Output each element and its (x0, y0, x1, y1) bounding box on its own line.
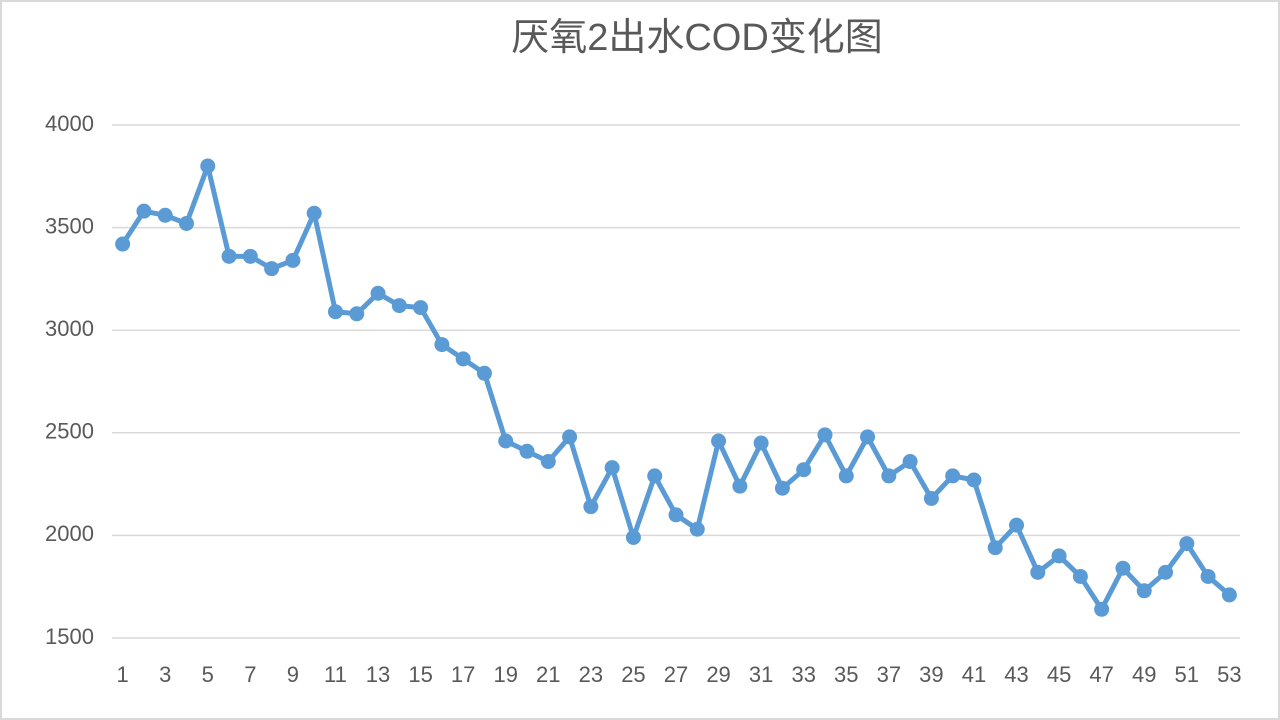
x-tick-label: 9 (287, 662, 299, 687)
x-tick-label: 17 (451, 662, 475, 687)
data-point (285, 252, 301, 268)
x-tick-label: 1 (117, 662, 129, 687)
data-point (1030, 564, 1046, 580)
data-point (434, 337, 450, 353)
data-point (774, 480, 790, 496)
data-point (583, 499, 599, 515)
x-tick-label: 11 (324, 662, 347, 687)
data-point (923, 490, 939, 506)
data-point (732, 478, 748, 494)
data-point (242, 248, 258, 264)
data-point (668, 507, 684, 523)
data-point (604, 460, 620, 476)
data-point (647, 468, 663, 484)
data-point (987, 540, 1003, 556)
x-tick-label: 25 (621, 662, 645, 687)
data-point (1072, 568, 1088, 584)
data-point (1200, 568, 1216, 584)
data-point (753, 435, 769, 451)
x-tick-label: 27 (664, 662, 688, 687)
x-tick-label: 19 (493, 662, 517, 687)
x-tick-label: 45 (1047, 662, 1071, 687)
data-point (413, 300, 429, 316)
y-tick-label: 2000 (45, 521, 94, 546)
data-point (157, 207, 173, 223)
chart-title: 厌氧2出水COD变化图 (511, 17, 883, 59)
data-point (1115, 560, 1131, 576)
x-tick-label: 3 (159, 662, 171, 687)
x-tick-label: 37 (877, 662, 901, 687)
data-point (178, 215, 194, 231)
x-tick-label: 5 (202, 662, 214, 687)
x-tick-label: 23 (579, 662, 603, 687)
x-tick-label: 31 (749, 662, 773, 687)
data-point (689, 521, 705, 537)
data-point (1009, 517, 1025, 533)
data-point (391, 298, 407, 314)
data-point (881, 468, 897, 484)
x-tick-label: 41 (962, 662, 986, 687)
data-point (455, 351, 471, 367)
x-tick-label: 29 (706, 662, 730, 687)
data-point (327, 304, 343, 320)
data-point (136, 203, 152, 219)
y-tick-label: 3500 (45, 213, 94, 238)
x-tick-label: 33 (791, 662, 815, 687)
data-point (349, 306, 365, 322)
data-point (817, 427, 833, 443)
x-tick-label: 35 (834, 662, 858, 687)
data-point (902, 454, 918, 470)
x-tick-label: 13 (366, 662, 390, 687)
data-point (1136, 583, 1152, 599)
data-point (221, 248, 237, 264)
x-tick-label: 15 (408, 662, 432, 687)
data-point (115, 236, 131, 252)
x-tick-label: 21 (536, 662, 560, 687)
data-point (1179, 536, 1195, 552)
y-tick-label: 2500 (45, 419, 94, 444)
data-point (1051, 548, 1067, 564)
data-point (966, 472, 982, 488)
data-point (860, 429, 876, 445)
data-point (476, 365, 492, 381)
data-point (838, 468, 854, 484)
data-point (306, 205, 322, 221)
data-point (498, 433, 514, 449)
x-tick-label: 43 (1004, 662, 1028, 687)
data-point (796, 462, 812, 478)
x-tick-label: 39 (919, 662, 943, 687)
data-point (625, 529, 641, 545)
x-tick-label: 53 (1217, 662, 1241, 687)
x-tick-label: 7 (244, 662, 256, 687)
x-tick-label: 51 (1175, 662, 1199, 687)
data-point (562, 429, 578, 445)
y-tick-label: 4000 (45, 111, 94, 136)
data-point (711, 433, 727, 449)
data-point (370, 285, 386, 301)
data-point (200, 158, 216, 174)
data-point (519, 443, 535, 459)
data-point (1158, 564, 1174, 580)
y-tick-label: 1500 (45, 624, 94, 649)
x-tick-label: 49 (1132, 662, 1156, 687)
data-point (264, 261, 280, 277)
data-point (945, 468, 961, 484)
data-point (1094, 601, 1110, 617)
data-point (540, 454, 556, 470)
y-tick-label: 3000 (45, 316, 94, 341)
x-tick-label: 47 (1089, 662, 1113, 687)
data-point (1221, 587, 1237, 603)
